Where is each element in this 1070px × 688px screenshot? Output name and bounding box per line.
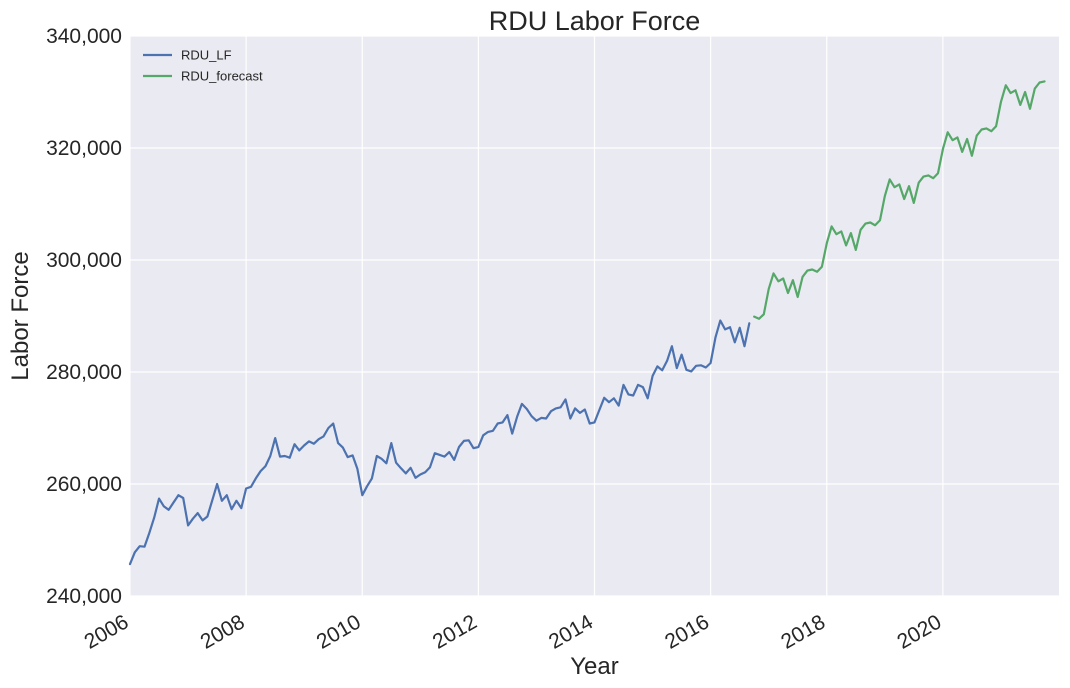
y-tick-label: 280,000: [46, 361, 122, 384]
y-tick-label: 340,000: [46, 25, 122, 48]
x-tick-label: 2016: [661, 610, 713, 653]
x-tick-label: 2008: [197, 610, 249, 653]
x-tick-label: 2010: [313, 610, 365, 653]
y-tick-label: 320,000: [46, 137, 122, 160]
y-tick-label: 300,000: [46, 249, 122, 272]
legend: RDU_LF RDU_forecast: [143, 48, 263, 84]
legend-label: RDU_forecast: [181, 69, 263, 84]
y-tick-label: 240,000: [46, 585, 122, 608]
series-lines: [128, 80, 1046, 566]
x-tick-label: 2012: [429, 610, 481, 653]
y-tick-label: 260,000: [46, 473, 122, 496]
x-tick-label: 2006: [81, 610, 133, 653]
series-line-rdu-lf: [128, 319, 751, 566]
x-tick-label: 2018: [777, 610, 829, 653]
legend-label: RDU_LF: [181, 48, 232, 63]
x-tick-label: 2014: [545, 610, 597, 653]
series-line-rdu-forecast: [753, 80, 1046, 320]
y-axis-ticks: 240,000 260,000 280,000 300,000 320,000 340,0…: [46, 25, 122, 608]
grid-lines: [129, 35, 1059, 597]
x-tick-label: 2020: [893, 610, 945, 653]
x-axis-ticks: 2006 2008 2010 2012 2014 2016 2018 2020: [81, 610, 946, 653]
y-axis-title: Labor Force: [7, 251, 34, 380]
chart-title: RDU Labor Force: [489, 6, 701, 36]
x-axis-title: Year: [570, 653, 619, 680]
